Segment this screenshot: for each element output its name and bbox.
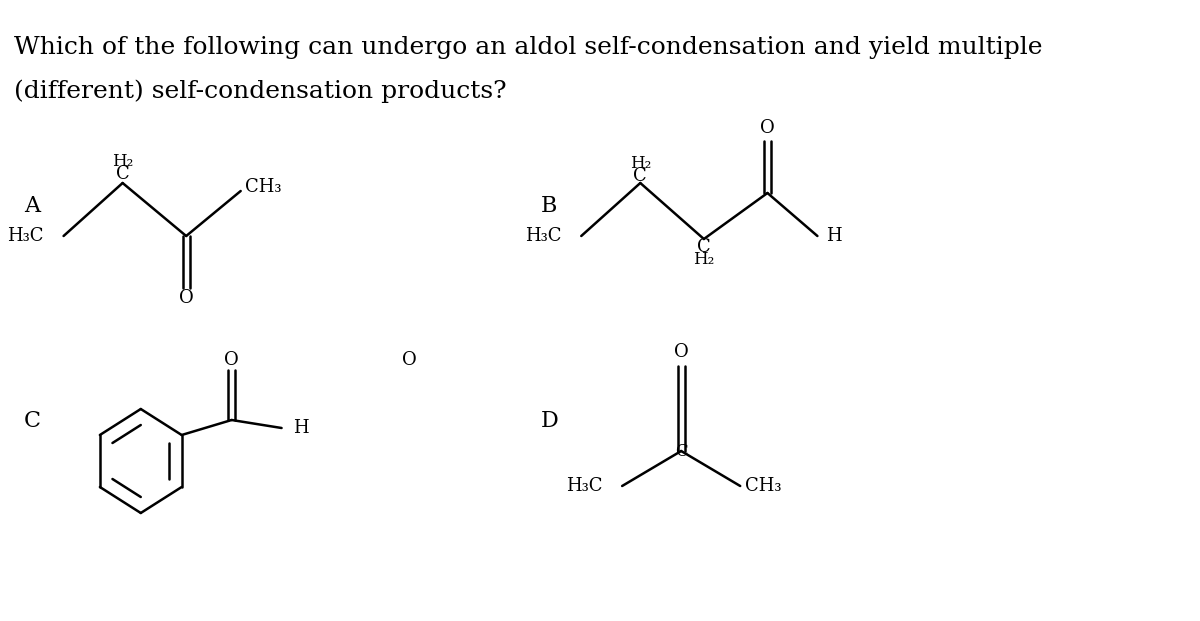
- Text: C: C: [115, 165, 130, 183]
- Text: O: O: [673, 343, 689, 361]
- Text: D: D: [541, 410, 558, 432]
- Text: CH₃: CH₃: [745, 477, 781, 495]
- Text: H: H: [827, 227, 842, 245]
- Text: H₂: H₂: [630, 155, 650, 171]
- Text: B: B: [541, 195, 558, 217]
- Text: CH₃: CH₃: [245, 178, 282, 196]
- Text: C: C: [697, 238, 710, 256]
- Text: C: C: [634, 167, 647, 185]
- Text: O: O: [760, 119, 775, 137]
- Text: H₃C: H₃C: [565, 477, 602, 495]
- Text: H: H: [293, 419, 310, 437]
- Text: Which of the following can undergo an aldol self-condensation and yield multiple: Which of the following can undergo an al…: [13, 36, 1042, 59]
- Text: O: O: [224, 351, 239, 369]
- Text: C: C: [23, 410, 41, 432]
- Text: C: C: [674, 443, 688, 460]
- Text: (different) self-condensation products?: (different) self-condensation products?: [13, 79, 506, 102]
- Text: H₃C: H₃C: [7, 227, 43, 245]
- Text: O: O: [402, 351, 418, 369]
- Text: H₃C: H₃C: [524, 227, 562, 245]
- Text: O: O: [179, 289, 193, 307]
- Text: H₂: H₂: [694, 250, 714, 268]
- Text: H₂: H₂: [112, 153, 133, 170]
- Text: A: A: [24, 195, 40, 217]
